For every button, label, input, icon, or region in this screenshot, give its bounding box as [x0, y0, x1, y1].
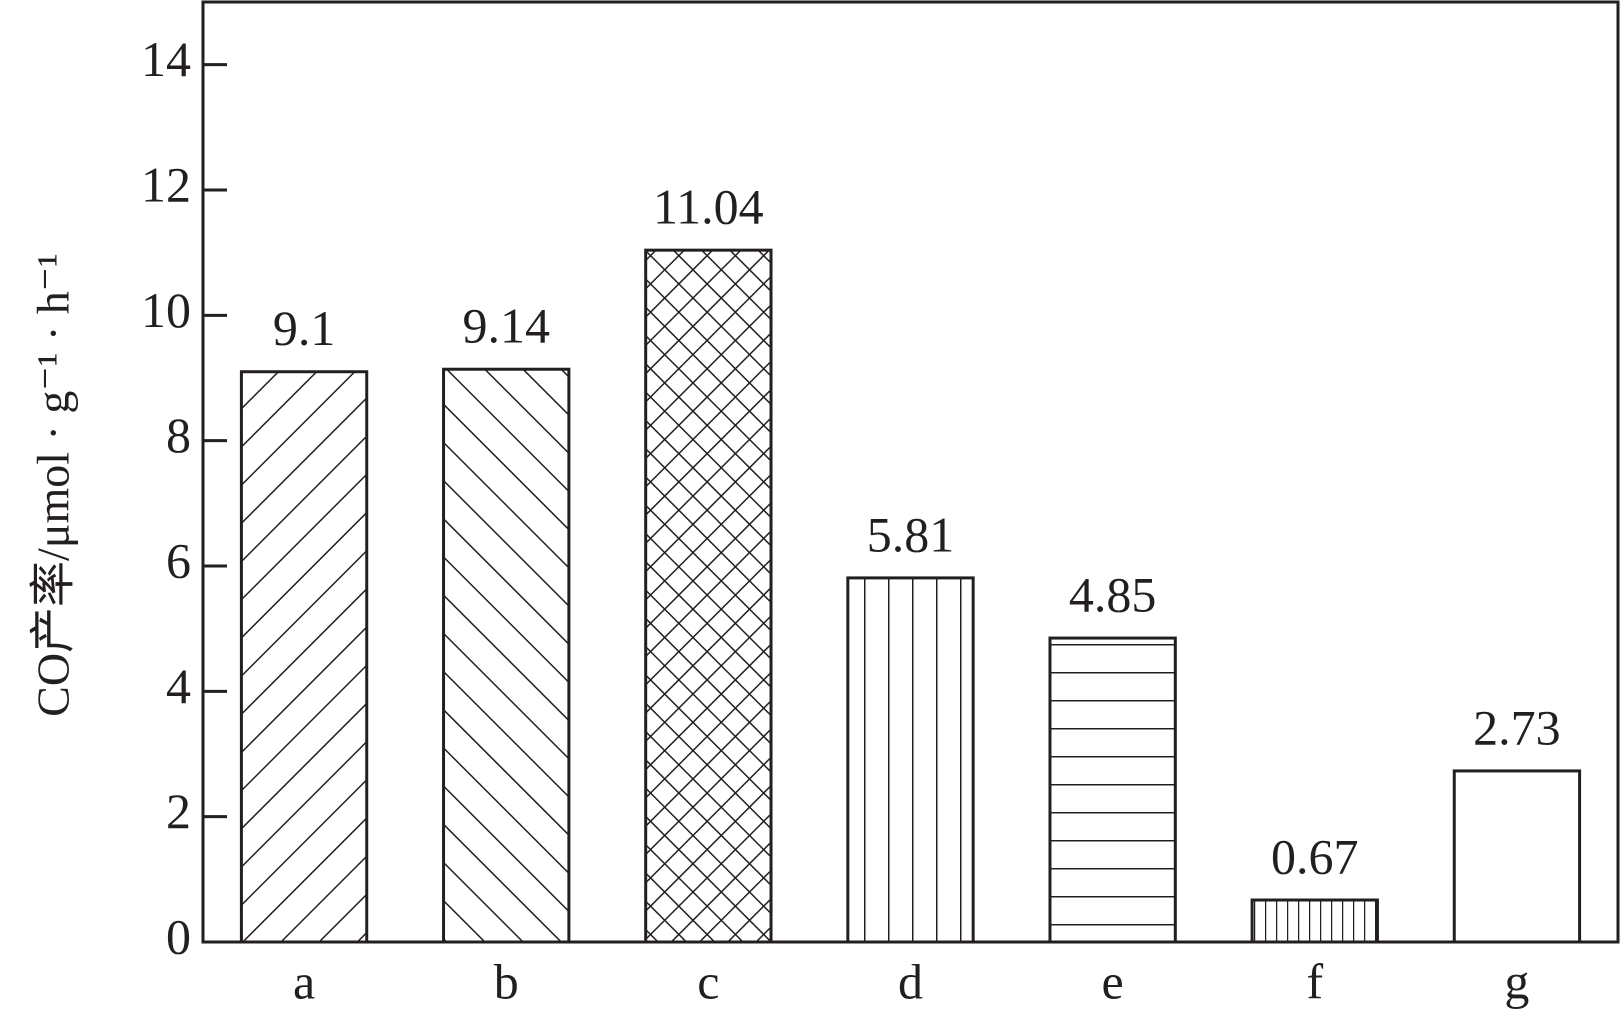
y-axis-label: CO产率/μmol · g⁻¹ · h⁻¹ [28, 253, 79, 717]
bar [239, 370, 369, 944]
y-tick-label: 14 [141, 31, 191, 87]
x-tick-label: a [293, 953, 315, 1009]
y-tick-label: 0 [166, 908, 191, 964]
value-label: 0.67 [1271, 828, 1359, 884]
x-tick-label: b [494, 953, 519, 1009]
y-tick-label: 12 [141, 156, 191, 212]
x-tick-label: c [697, 953, 719, 1009]
value-label: 2.73 [1473, 699, 1561, 755]
bar [1452, 769, 1582, 944]
y-tick-label: 4 [166, 658, 191, 714]
y-tick-label: 10 [141, 282, 191, 338]
bar [644, 248, 773, 944]
x-tick-label: g [1504, 953, 1529, 1009]
bar [1250, 898, 1379, 944]
value-label: 5.81 [867, 506, 955, 562]
value-label: 11.04 [653, 179, 764, 235]
bar [1048, 636, 1177, 944]
y-tick-label: 2 [166, 783, 191, 839]
value-label: 4.85 [1069, 567, 1157, 623]
x-tick-label: f [1306, 953, 1323, 1009]
y-tick-label: 6 [166, 532, 191, 588]
value-label: 9.14 [462, 298, 550, 354]
x-tick-label: d [898, 953, 923, 1009]
bar [846, 576, 975, 944]
x-tick-label: e [1102, 953, 1124, 1009]
y-tick-label: 8 [166, 407, 191, 463]
bar [442, 367, 571, 944]
value-label: 9.1 [273, 300, 336, 356]
